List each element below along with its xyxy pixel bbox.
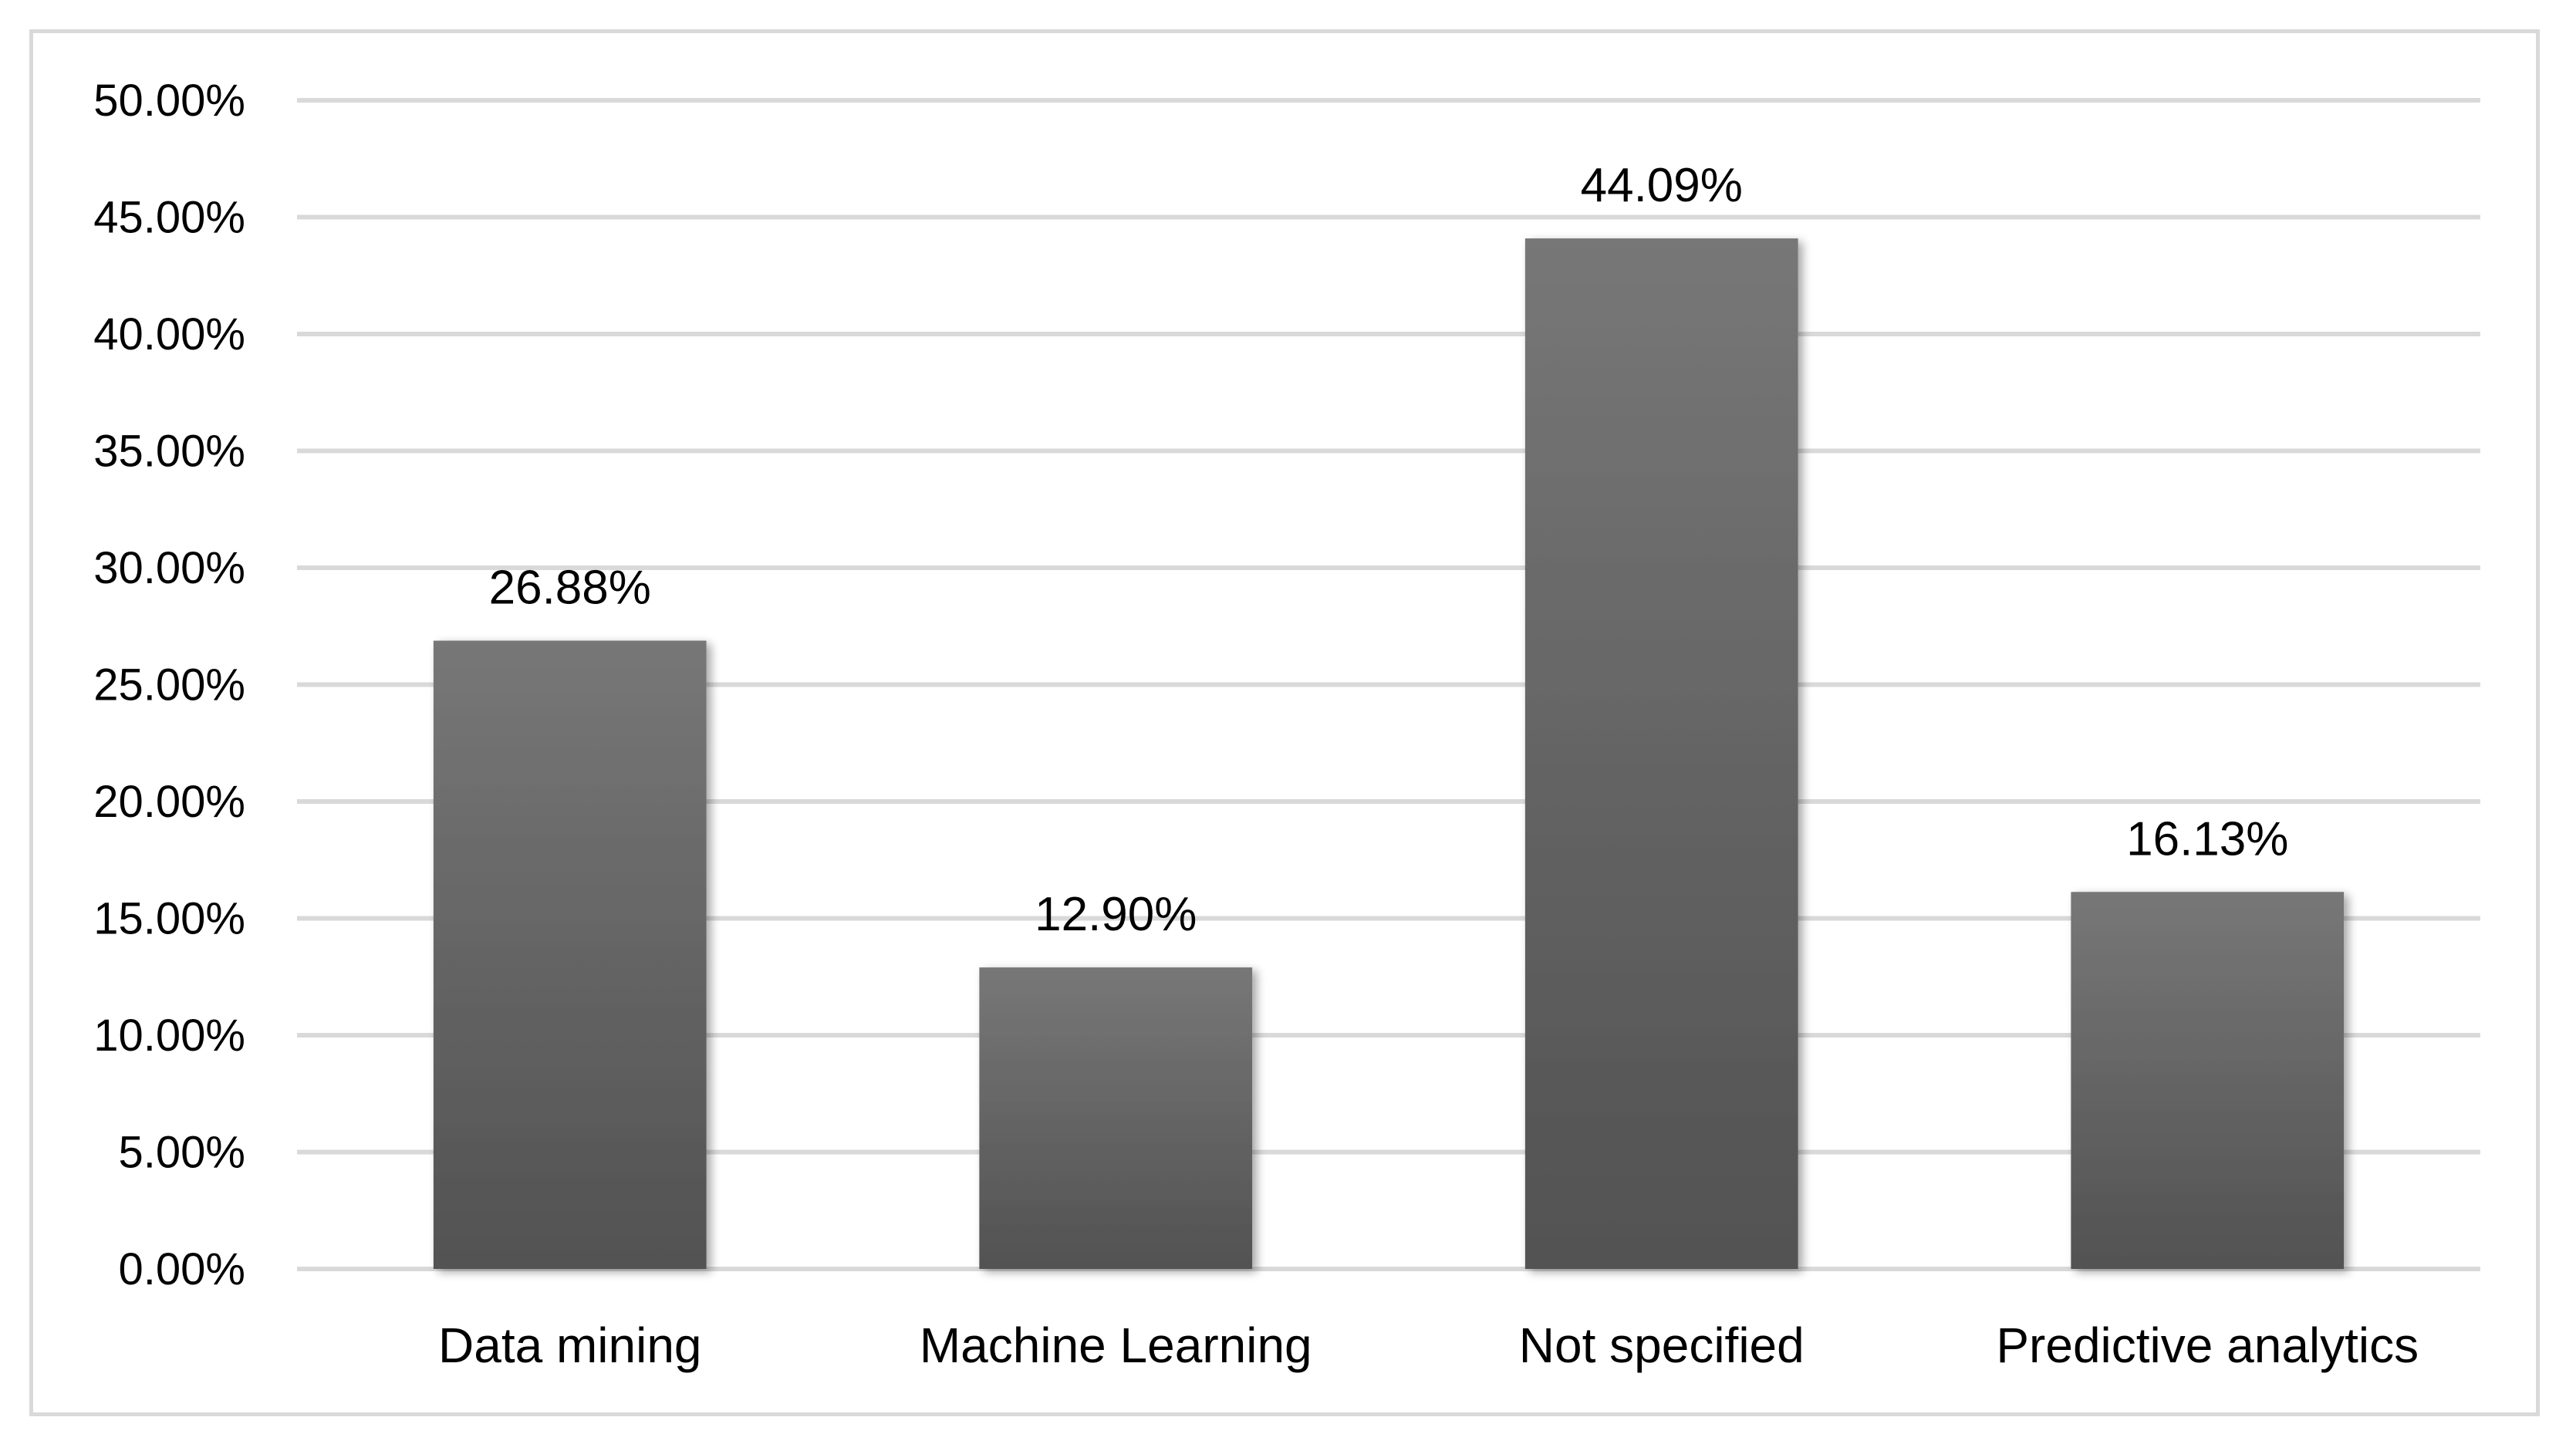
bar bbox=[979, 967, 1253, 1269]
y-axis-tick-labels: 0.00% 5.00% 10.00% 15.00% 20.00% 25.00% 30.00%… bbox=[93, 76, 245, 1294]
y-tick-label: 0.00% bbox=[119, 1244, 245, 1294]
category-label: Data mining bbox=[438, 1318, 702, 1373]
data-labels: 26.88% 12.90% 44.09% 16.13% bbox=[489, 159, 2289, 941]
bar bbox=[2071, 892, 2345, 1269]
bars bbox=[433, 238, 2345, 1269]
category-label: Not specified bbox=[1519, 1318, 1805, 1373]
bar bbox=[1524, 238, 1798, 1269]
y-tick-label: 20.00% bbox=[93, 777, 245, 827]
y-tick-label: 50.00% bbox=[93, 76, 245, 126]
data-label: 12.90% bbox=[1035, 888, 1197, 941]
y-tick-label: 25.00% bbox=[93, 660, 245, 710]
y-tick-label: 35.00% bbox=[93, 427, 245, 477]
y-tick-label: 10.00% bbox=[93, 1011, 245, 1061]
bar bbox=[433, 640, 707, 1269]
y-tick-label: 45.00% bbox=[93, 193, 245, 243]
data-label: 44.09% bbox=[1581, 159, 1743, 212]
y-tick-label: 5.00% bbox=[119, 1128, 245, 1178]
category-label: Machine Learning bbox=[920, 1318, 1312, 1373]
y-tick-label: 15.00% bbox=[93, 894, 245, 944]
data-label: 26.88% bbox=[489, 562, 651, 615]
data-label: 16.13% bbox=[2126, 812, 2288, 866]
category-label: Predictive analytics bbox=[1996, 1318, 2419, 1373]
y-tick-label: 40.00% bbox=[93, 309, 245, 359]
y-tick-label: 30.00% bbox=[93, 543, 245, 593]
x-axis-category-labels: Data mining Machine Learning Not specified… bbox=[438, 1318, 2419, 1373]
